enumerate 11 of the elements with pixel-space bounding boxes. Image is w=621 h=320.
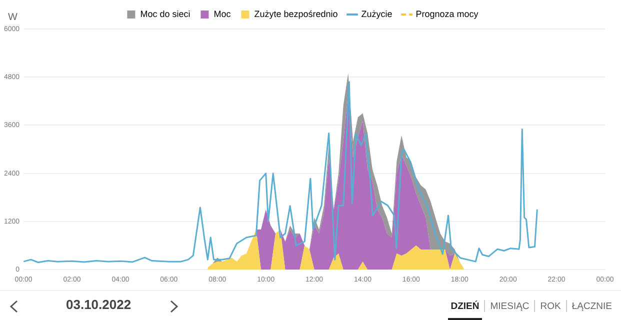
legend-label: Zużyte bezpośrednio (254, 8, 338, 19)
y-axis-title: W (8, 12, 18, 23)
legend-label: Zużycie (361, 8, 392, 19)
legend-label: Prognoza mocy (416, 8, 479, 19)
text: ŁĄCZNIE (570, 300, 613, 312)
text: 03.10.2022 (66, 297, 132, 312)
legend-label: Moc (214, 8, 232, 19)
legend-label: Moc do sieci (140, 8, 190, 19)
text: DZIEŃ (450, 300, 480, 312)
text: MIESIĄC (489, 300, 530, 312)
text: ROK (539, 300, 562, 312)
